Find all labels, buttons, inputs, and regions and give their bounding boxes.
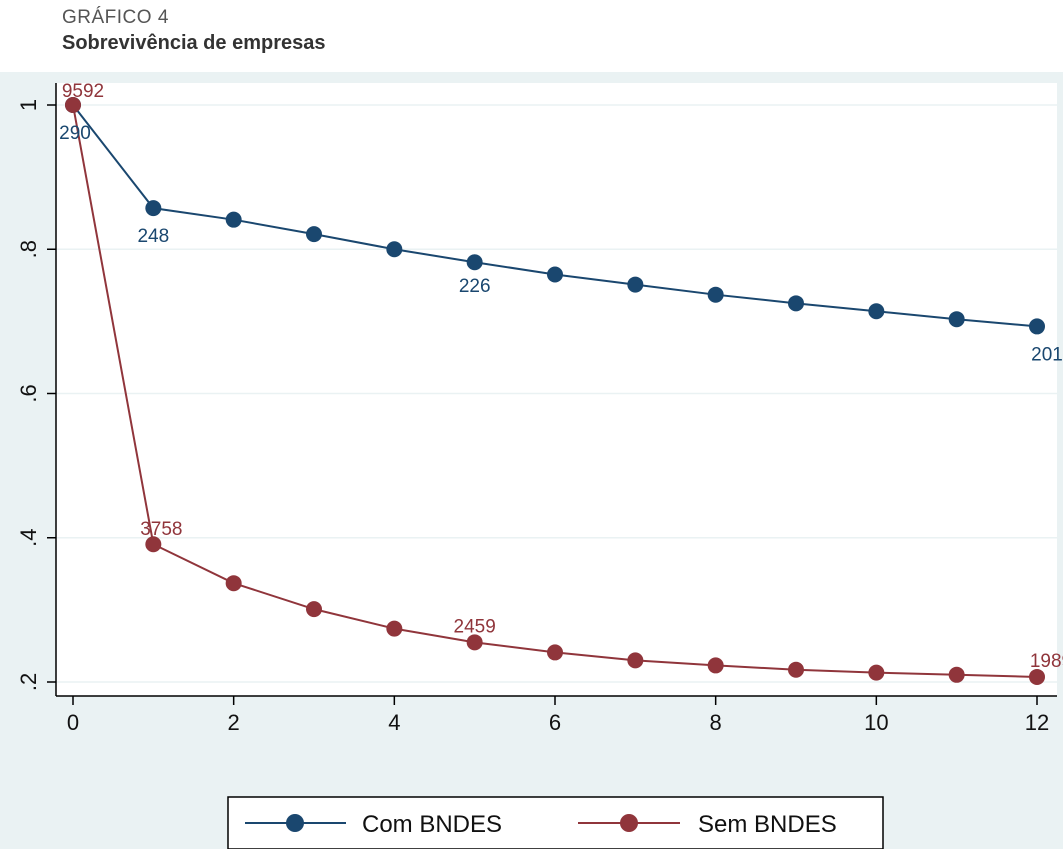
y-tick-label: 1 <box>16 99 41 111</box>
legend: Com BNDES Sem BNDES <box>227 796 884 849</box>
data-point-com-bndes <box>1029 318 1045 335</box>
data-point-com-bndes <box>707 286 724 303</box>
data-point-com-bndes <box>627 276 644 293</box>
legend-marker-com-bndes <box>286 814 304 832</box>
data-point-com-bndes <box>868 303 885 320</box>
x-tick-label: 10 <box>864 710 888 735</box>
x-tick-label: 12 <box>1025 710 1049 735</box>
data-point-sem-bndes <box>145 536 162 553</box>
x-tick-label: 6 <box>549 710 561 735</box>
legend-label-com-bndes: Com BNDES <box>362 811 502 838</box>
legend-marker-sem-bndes <box>620 814 638 832</box>
data-point-com-bndes <box>547 266 563 283</box>
data-point-sem-bndes <box>65 97 81 113</box>
data-label-com-bndes: 248 <box>137 226 169 247</box>
series-lines <box>65 97 1045 685</box>
data-label-com-bndes: 201 <box>1031 344 1063 365</box>
data-point-sem-bndes <box>306 601 322 618</box>
data-point-com-bndes <box>466 254 483 271</box>
data-point-sem-bndes <box>868 664 885 681</box>
chart-title: Sobrevivência de empresas <box>62 32 326 54</box>
data-point-com-bndes <box>306 226 322 243</box>
data-point-sem-bndes <box>707 657 724 674</box>
x-tick-label: 2 <box>228 710 240 735</box>
y-tick-label: .6 <box>16 384 41 402</box>
x-tick-label: 4 <box>388 710 400 735</box>
y-tick-label: .8 <box>16 240 41 258</box>
data-point-sem-bndes <box>1029 668 1045 685</box>
data-point-sem-bndes <box>225 575 242 592</box>
figure-label: GRÁFICO 4 <box>62 7 169 28</box>
data-point-sem-bndes <box>788 661 804 678</box>
data-point-sem-bndes <box>547 644 563 661</box>
legend-label-sem-bndes: Sem BNDES <box>698 811 837 838</box>
data-labels: 290 248 226 201 9592 3758 2459 1989 <box>59 81 1063 672</box>
data-point-com-bndes <box>386 241 403 258</box>
y-tick-label: .4 <box>16 529 41 547</box>
data-label-sem-bndes: 1989 <box>1030 651 1063 672</box>
data-label-sem-bndes: 3758 <box>140 519 182 540</box>
data-point-com-bndes <box>948 311 965 328</box>
axis-ticks: 0 2 4 6 8 10 12 .2 .4 .6 .8 1 <box>16 99 1049 735</box>
plot-area <box>56 83 1057 696</box>
data-point-sem-bndes <box>627 652 644 669</box>
data-point-sem-bndes <box>466 634 483 651</box>
data-point-sem-bndes <box>948 666 965 683</box>
x-tick-label: 8 <box>710 710 722 735</box>
chart-header: GRÁFICO 4 Sobrevivência de empresas <box>62 6 325 56</box>
data-label-com-bndes: 290 <box>59 123 91 144</box>
y-tick-label: .2 <box>16 673 41 691</box>
data-point-sem-bndes <box>386 620 403 637</box>
data-point-com-bndes <box>145 200 162 217</box>
data-point-com-bndes <box>225 211 242 228</box>
data-label-sem-bndes: 9592 <box>62 81 104 102</box>
data-label-sem-bndes: 2459 <box>454 616 496 637</box>
gridlines <box>56 104 1057 683</box>
data-label-com-bndes: 226 <box>459 276 491 297</box>
x-tick-label: 0 <box>67 710 79 735</box>
data-point-com-bndes <box>788 295 804 312</box>
